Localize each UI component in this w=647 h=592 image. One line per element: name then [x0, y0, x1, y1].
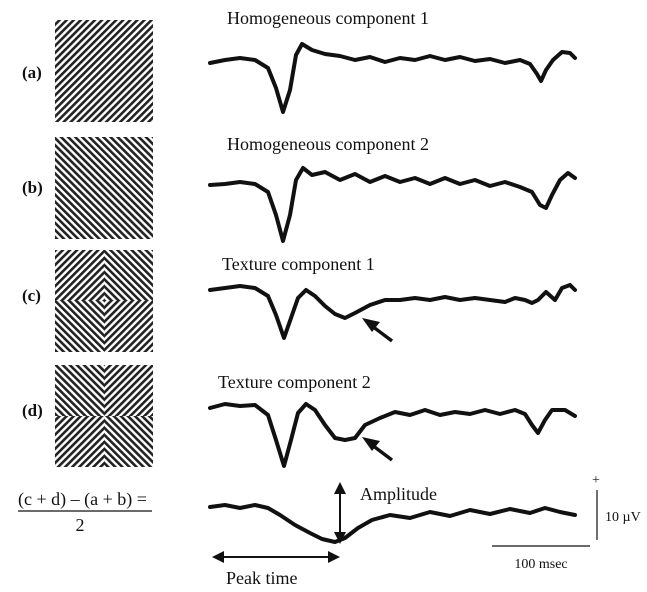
waveform	[208, 402, 577, 468]
panel-label: (c)	[22, 286, 41, 305]
waveform	[208, 166, 577, 243]
waveform	[208, 42, 577, 114]
stimulus-c	[55, 250, 153, 352]
waveform	[208, 283, 577, 340]
panel-title: Texture component 2	[218, 372, 371, 392]
amplitude-arrow	[334, 482, 346, 544]
time-scale-label: 100 msec	[514, 557, 567, 572]
polarity-label: +	[592, 473, 600, 488]
panel-title: Texture component 1	[222, 254, 375, 274]
difference-waveform	[208, 503, 577, 544]
arrow	[362, 318, 394, 343]
amplitude-label: Amplitude	[360, 484, 437, 504]
voltage-scale-label: 10 µV	[605, 510, 641, 525]
panel-title: Homogeneous component 1	[227, 8, 429, 28]
stimulus-a	[55, 20, 153, 122]
panel-label: (a)	[22, 63, 42, 82]
stimulus-b	[55, 137, 153, 239]
panel-title: Homogeneous component 2	[227, 134, 429, 154]
formula-denominator: 2	[76, 515, 85, 535]
panel-label: (d)	[22, 401, 43, 420]
stimulus-d	[55, 365, 153, 467]
panel-label: (b)	[22, 178, 43, 197]
formula-numerator: (c + d) – (a + b) =	[18, 489, 147, 510]
arrow	[362, 437, 394, 462]
peak-time-label: Peak time	[226, 568, 297, 588]
peak-time-arrow	[212, 551, 340, 563]
